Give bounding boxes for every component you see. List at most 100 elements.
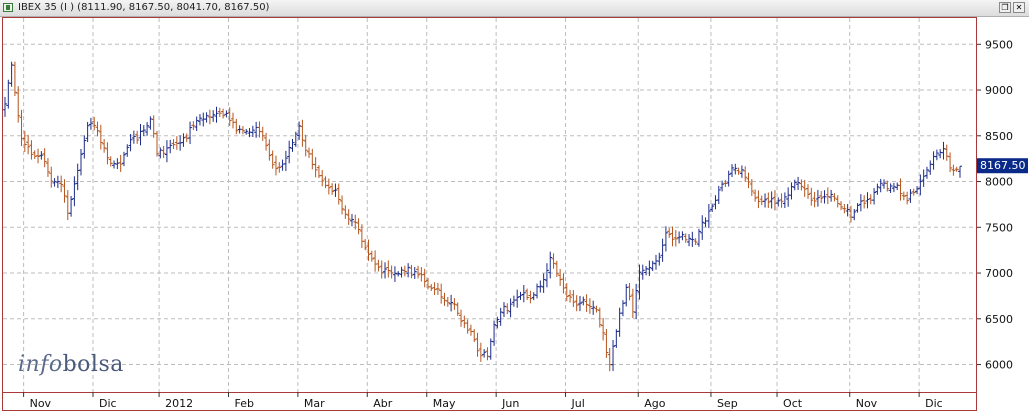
ohlc-bar <box>45 158 50 177</box>
ohlc-bar <box>168 139 173 154</box>
ohlc-bar <box>373 250 378 272</box>
ohlc-bar <box>611 339 616 371</box>
y-tick-label: 9000 <box>985 84 1013 97</box>
y-tick-label: 9500 <box>985 38 1013 51</box>
ohlc-bar <box>944 144 949 161</box>
ohlc-bar <box>782 192 787 208</box>
ohlc-bar <box>905 191 910 205</box>
ohlc-bar <box>558 269 563 286</box>
ohlc-bar <box>240 126 245 135</box>
ohlc-bar <box>538 280 543 293</box>
ohlc-bar <box>594 305 599 313</box>
ohlc-bar <box>204 112 209 123</box>
ohlc-bar <box>316 165 321 179</box>
grid <box>3 18 976 392</box>
ohlc-bar <box>88 117 93 130</box>
ohlc-bar <box>297 121 302 140</box>
ohlc-bar <box>260 126 265 141</box>
ohlc-bar <box>264 132 269 151</box>
ohlc-bar <box>683 233 688 243</box>
ohlc-bar <box>756 190 761 209</box>
ohlc-bar <box>79 148 84 176</box>
ohlc-bar <box>244 128 249 135</box>
ohlc-bar <box>729 164 734 178</box>
ohlc-bar <box>577 295 582 312</box>
ohlc-bar <box>399 266 404 278</box>
ohlc-bar <box>250 125 255 138</box>
ohlc-bar <box>825 187 830 205</box>
month-label: Jul <box>571 397 585 410</box>
ohlc-bar <box>336 183 341 205</box>
ohlc-bar <box>865 192 870 209</box>
ohlc-bar <box>915 186 920 195</box>
ohlc-bar <box>435 282 440 295</box>
ohlc-bar <box>422 268 427 288</box>
ohlc-bar <box>954 166 959 172</box>
chart-window-icon <box>3 3 13 12</box>
month-label: May <box>433 397 456 410</box>
ohlc-bar <box>310 148 315 170</box>
ohlc-bar <box>832 193 837 202</box>
ohlc-bar <box>108 156 113 167</box>
restore-icon[interactable]: ❐ <box>999 2 1011 13</box>
y-tick-label: 8000 <box>985 176 1013 189</box>
ohlc-bar <box>277 162 282 173</box>
month-label: Abr <box>373 397 393 410</box>
ohlc-bar <box>16 86 21 123</box>
ohlc-bar <box>478 342 483 362</box>
ohlc-bar <box>597 307 602 328</box>
ohlc-bar <box>789 182 794 200</box>
window-title: IBEX 35 (I ) (8111.90, 8167.50, 8041.70,… <box>18 2 270 13</box>
ohlc-bar <box>402 265 407 277</box>
ohlc-bar <box>733 163 738 175</box>
ohlc-bar <box>700 215 705 240</box>
ohlc-bar <box>224 110 229 118</box>
month-label: Feb <box>234 397 253 410</box>
ohlc-bar <box>290 138 295 152</box>
ohlc-bar <box>829 189 834 202</box>
ohlc-bar <box>819 191 824 204</box>
ohlc-bar <box>115 158 120 170</box>
ohlc-bar <box>12 61 17 97</box>
ohlc-bar <box>862 195 867 209</box>
ohlc-bar <box>743 166 748 182</box>
ohlc-bar <box>749 179 754 196</box>
close-icon[interactable]: ✕ <box>1013 2 1025 13</box>
ohlc-bar <box>65 190 70 221</box>
ohlc-bar <box>769 191 774 209</box>
ohlc-bar <box>138 123 143 146</box>
ohlc-bar <box>551 253 556 269</box>
ohlc-bar <box>406 263 411 278</box>
ohlc-bar <box>822 190 827 204</box>
watermark-part-1: info <box>18 352 63 377</box>
ohlc-bar <box>49 166 54 188</box>
ohlc-bar <box>32 150 37 159</box>
ohlc-bar <box>805 184 810 199</box>
ohlc-bar <box>809 187 814 206</box>
ohlc-bar <box>392 266 397 282</box>
ohlc-bar <box>3 96 7 117</box>
last-price-marker: 8167.50 <box>977 158 1028 174</box>
ohlc-bar <box>181 133 186 147</box>
ohlc-bar <box>148 116 153 130</box>
ohlc-bar <box>938 149 943 159</box>
ohlc-bar <box>541 273 546 293</box>
ohlc-bar <box>713 195 718 210</box>
ohlc-bar <box>951 164 956 176</box>
ohlc-bar <box>561 273 566 294</box>
ohlc-bar <box>587 298 592 314</box>
y-axis-area <box>977 17 1029 412</box>
ohlc-bar <box>921 169 926 187</box>
month-label: Nov <box>30 397 52 410</box>
ohlc-bar <box>845 204 850 217</box>
ohlc-bar <box>528 290 533 304</box>
ohlc-bar <box>39 151 44 160</box>
ohlc-bar <box>511 295 516 307</box>
ohlc-bar <box>366 239 371 261</box>
month-label: Mar <box>304 397 325 410</box>
ohlc-bar <box>155 130 160 157</box>
ohlc-bar <box>69 195 74 217</box>
month-label: Jun <box>501 397 519 410</box>
ohlc-bar <box>59 175 64 193</box>
